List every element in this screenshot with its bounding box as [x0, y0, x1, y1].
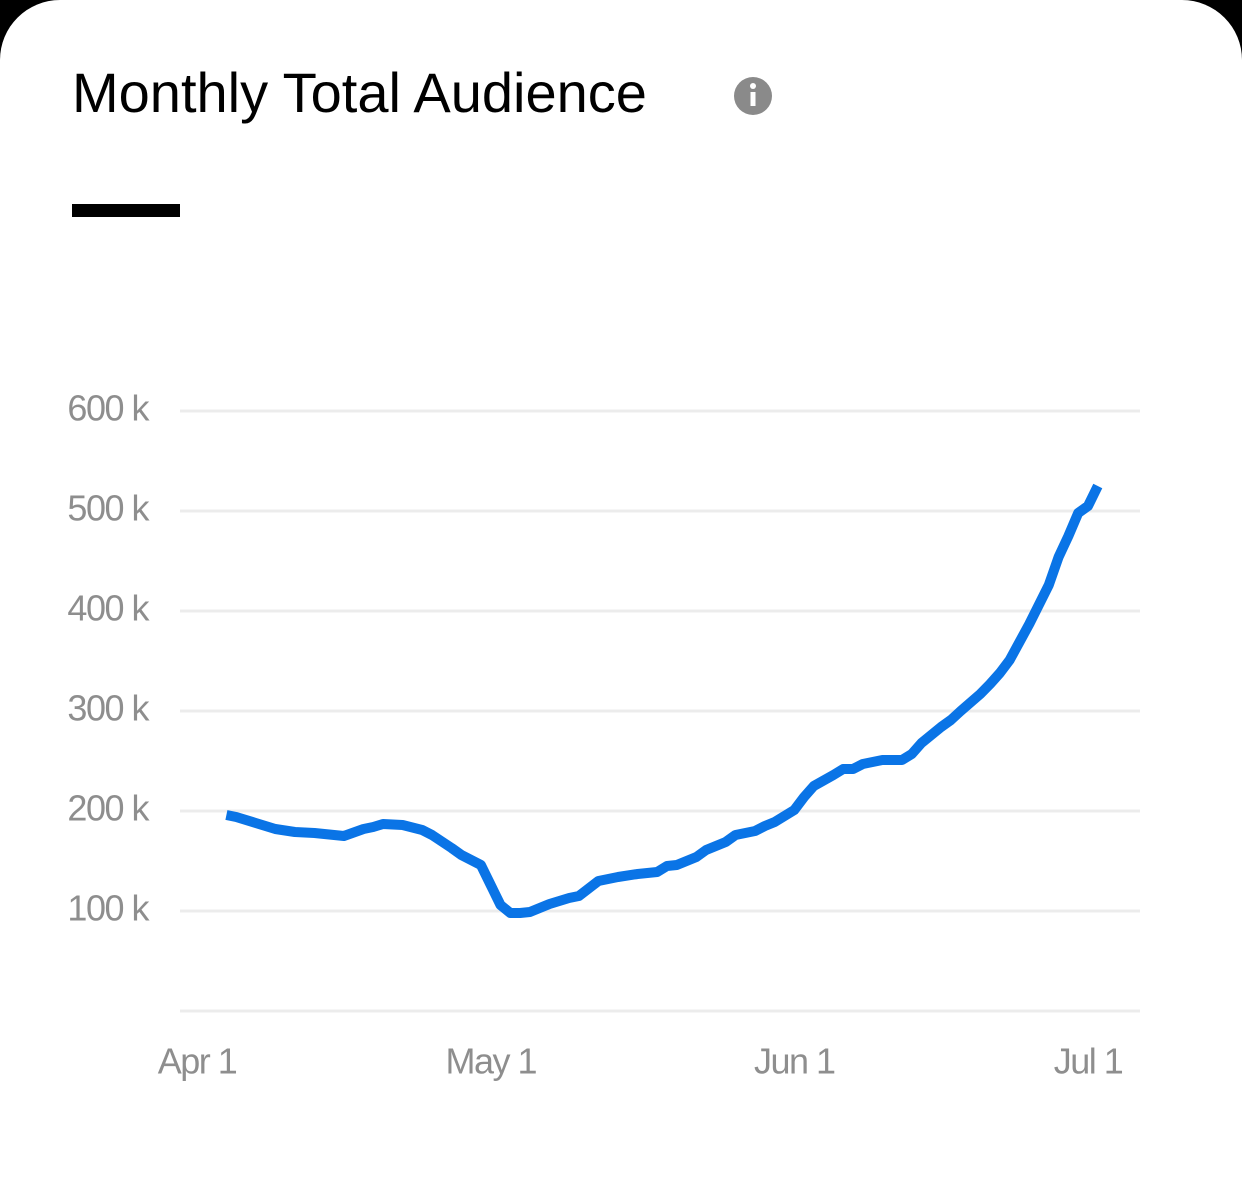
tab-indicator	[72, 204, 180, 217]
info-icon[interactable]	[734, 77, 772, 115]
x-tick-label: Jun 1	[754, 1041, 835, 1082]
y-tick-label: 100 k	[67, 888, 150, 929]
x-tick-label: Apr 1	[158, 1041, 237, 1082]
y-tick-label: 600 k	[67, 388, 150, 429]
chart-title: Monthly Total Audience	[72, 61, 647, 124]
y-tick-label: 500 k	[67, 488, 150, 529]
y-tick-label: 300 k	[67, 688, 150, 729]
data-line	[225, 483, 1103, 918]
y-tick-label: 200 k	[67, 788, 150, 829]
x-tick-label: May 1	[445, 1041, 536, 1082]
y-tick-label: 400 k	[67, 588, 150, 629]
x-tick-label: Jul 1	[1054, 1041, 1123, 1082]
